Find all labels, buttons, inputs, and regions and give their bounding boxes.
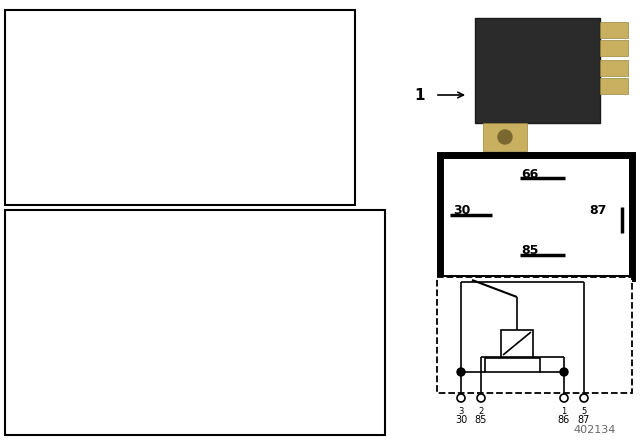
- Circle shape: [477, 394, 485, 402]
- Text: 85: 85: [522, 244, 539, 257]
- Text: 86: 86: [558, 415, 570, 425]
- Text: 3: 3: [458, 407, 464, 416]
- Text: 87: 87: [589, 204, 607, 217]
- Bar: [5, 10, 355, 205]
- Circle shape: [560, 394, 568, 402]
- Text: 30: 30: [455, 415, 467, 425]
- Bar: [501, 330, 533, 357]
- Text: 30: 30: [453, 204, 470, 217]
- Bar: [600, 40, 628, 56]
- Circle shape: [580, 394, 588, 402]
- Bar: [600, 78, 628, 94]
- Text: 5: 5: [581, 407, 587, 416]
- Circle shape: [498, 130, 512, 144]
- Text: 66: 66: [522, 168, 539, 181]
- Circle shape: [457, 368, 465, 376]
- Bar: [600, 60, 628, 76]
- Bar: [475, 18, 600, 123]
- Bar: [484, 358, 540, 372]
- Text: 1: 1: [561, 407, 566, 416]
- Bar: [483, 123, 527, 151]
- Bar: [600, 22, 628, 38]
- Bar: [437, 277, 632, 393]
- Bar: [440, 155, 632, 278]
- Circle shape: [560, 368, 568, 376]
- Circle shape: [457, 394, 465, 402]
- Text: 2: 2: [478, 407, 484, 416]
- Text: 85: 85: [475, 415, 487, 425]
- Text: 402134: 402134: [574, 425, 616, 435]
- Text: 1: 1: [415, 87, 425, 103]
- Text: 87: 87: [578, 415, 590, 425]
- Bar: [5, 210, 385, 435]
